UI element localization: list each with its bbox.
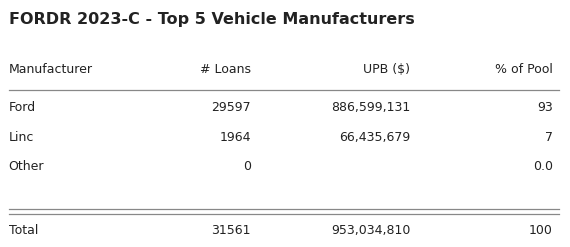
Text: UPB ($): UPB ($) xyxy=(364,63,410,76)
Text: 953,034,810: 953,034,810 xyxy=(331,225,410,237)
Text: # Loans: # Loans xyxy=(200,63,251,76)
Text: 7: 7 xyxy=(545,131,553,144)
Text: 0.0: 0.0 xyxy=(533,160,553,173)
Text: 1964: 1964 xyxy=(219,131,251,144)
Text: 66,435,679: 66,435,679 xyxy=(339,131,410,144)
Text: Linc: Linc xyxy=(9,131,34,144)
Text: Ford: Ford xyxy=(9,101,36,114)
Text: 100: 100 xyxy=(529,225,553,237)
Text: 31561: 31561 xyxy=(211,225,251,237)
Text: 29597: 29597 xyxy=(211,101,251,114)
Text: 93: 93 xyxy=(537,101,553,114)
Text: % of Pool: % of Pool xyxy=(495,63,553,76)
Text: Manufacturer: Manufacturer xyxy=(9,63,92,76)
Text: 886,599,131: 886,599,131 xyxy=(331,101,410,114)
Text: Total: Total xyxy=(9,225,38,237)
Text: FORDR 2023-C - Top 5 Vehicle Manufacturers: FORDR 2023-C - Top 5 Vehicle Manufacture… xyxy=(9,12,414,27)
Text: 0: 0 xyxy=(243,160,251,173)
Text: Other: Other xyxy=(9,160,44,173)
